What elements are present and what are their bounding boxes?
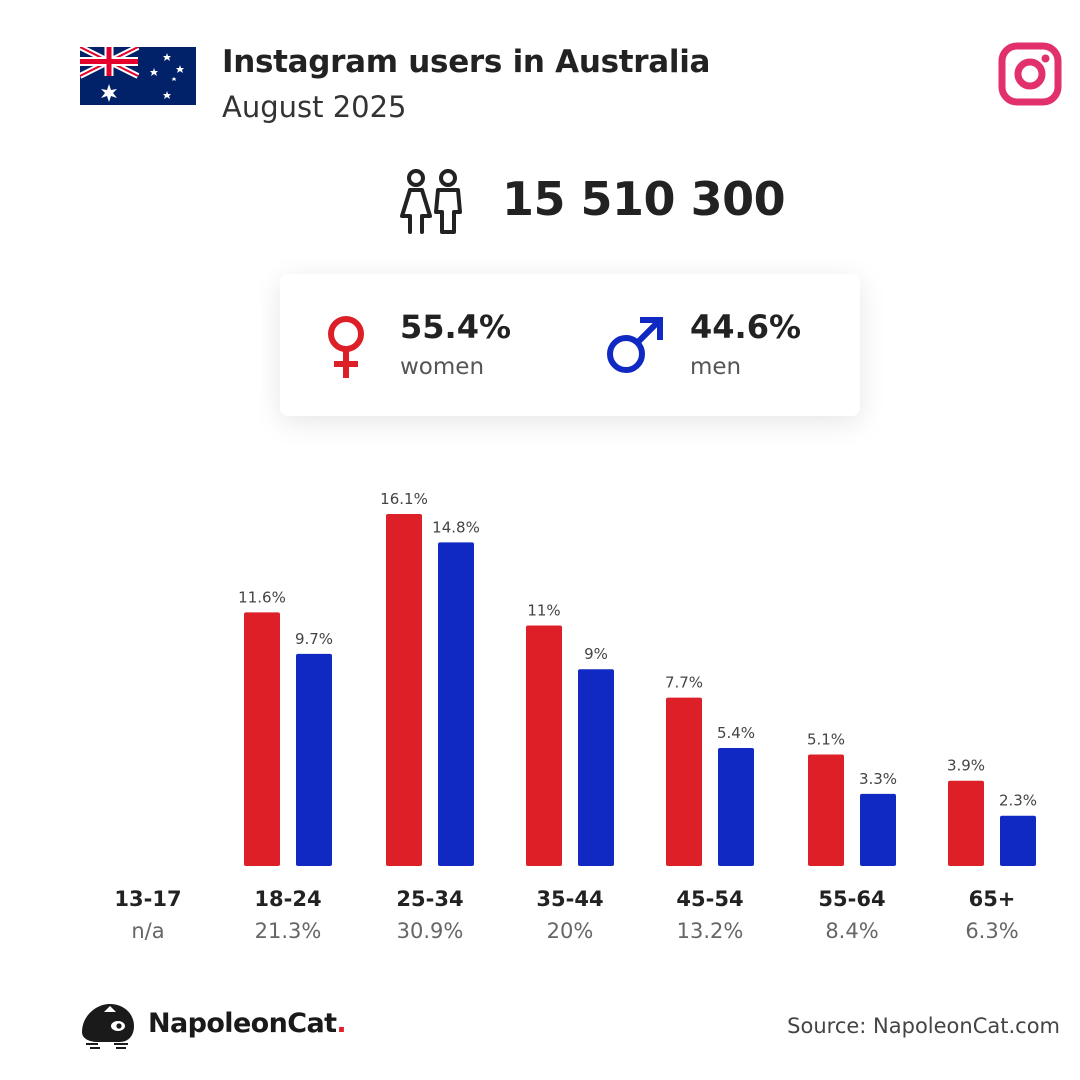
page-subtitle: August 2025 — [222, 90, 407, 124]
data-label-women-35-44: 11% — [527, 602, 560, 620]
bar-women-45-54 — [666, 697, 702, 866]
australia-flag-icon — [80, 47, 196, 105]
data-label-men-18-24: 9.7% — [295, 630, 333, 648]
bar-men-25-34 — [438, 542, 474, 866]
brand-dot: . — [336, 1008, 347, 1039]
data-label-women-25-34: 16.1% — [380, 490, 428, 508]
age-total-18-24: 21.3% — [255, 919, 322, 943]
age-label-65+: 65+ — [969, 887, 1016, 911]
age-label-25-34: 25-34 — [396, 887, 463, 911]
bar-men-35-44 — [578, 669, 614, 866]
data-label-men-55-64: 3.3% — [859, 770, 897, 788]
bar-men-55-64 — [860, 793, 896, 866]
bar-men-18-24 — [296, 653, 332, 866]
napoleoncat-logo-icon — [82, 1004, 134, 1049]
age-label-45-54: 45-54 — [676, 887, 743, 911]
source-text: Source: NapoleonCat.com — [787, 1014, 1060, 1038]
age-total-25-34: 30.9% — [397, 919, 464, 943]
female-symbol-icon — [328, 316, 364, 378]
women-label: women — [400, 354, 485, 380]
data-label-men-35-44: 9% — [584, 645, 608, 663]
gender-card: 55.4% women 44.6% men — [280, 274, 860, 416]
male-symbol-icon — [607, 317, 663, 373]
age-total-45-54: 13.2% — [677, 919, 744, 943]
age-total-65+: 6.3% — [965, 919, 1018, 943]
total-users: 15 510 300 — [502, 172, 786, 226]
bar-men-45-54 — [718, 747, 754, 866]
data-label-women-45-54: 7.7% — [665, 674, 703, 692]
data-label-men-65+: 2.3% — [999, 792, 1037, 810]
data-label-women-18-24: 11.6% — [238, 588, 286, 606]
brand-name: NapoleonCat. — [148, 1008, 347, 1039]
bar-men-65+ — [1000, 815, 1036, 866]
brand-name-text: NapoleonCat — [148, 1008, 337, 1039]
age-label-18-24: 18-24 — [254, 887, 321, 911]
bar-women-25-34 — [386, 514, 422, 866]
data-label-men-25-34: 14.8% — [432, 518, 480, 536]
bar-women-65+ — [948, 780, 984, 866]
page-title: Instagram users in Australia — [222, 44, 711, 80]
bar-women-35-44 — [526, 625, 562, 866]
age-label-35-44: 35-44 — [536, 887, 603, 911]
bar-women-18-24 — [244, 612, 280, 866]
age-total-35-44: 20% — [547, 919, 594, 943]
data-label-men-45-54: 5.4% — [717, 724, 755, 742]
age-label-13-17: 13-17 — [114, 887, 181, 911]
women-percent: 55.4% — [400, 308, 512, 346]
users-icon — [400, 169, 462, 234]
data-label-women-55-64: 5.1% — [807, 730, 845, 748]
age-label-55-64: 55-64 — [818, 887, 885, 911]
men-percent: 44.6% — [690, 308, 802, 346]
data-label-women-65+: 3.9% — [947, 757, 985, 775]
men-label: men — [690, 354, 742, 380]
age-total-13-17: n/a — [131, 919, 164, 943]
instagram-icon — [998, 42, 1062, 106]
age-total-55-64: 8.4% — [825, 919, 878, 943]
bar-women-55-64 — [808, 754, 844, 866]
